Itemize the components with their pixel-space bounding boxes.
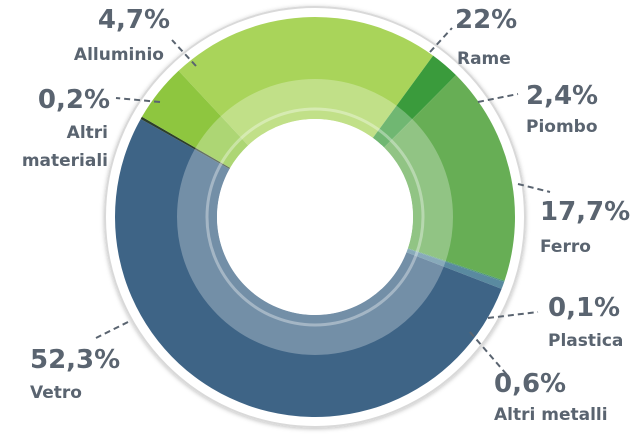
slice-altri-materiali xyxy=(140,116,231,169)
slice-value-label: 17,7% xyxy=(540,197,630,227)
slice-value-label: 0,1% xyxy=(548,293,620,323)
slice-name-label: Plastica xyxy=(548,331,623,351)
leader-line-rame xyxy=(429,27,453,53)
inner-band xyxy=(177,79,453,355)
slice-value-label: 4,7% xyxy=(98,5,170,35)
slice-name-label: Altri metalli xyxy=(494,405,608,425)
slice-alluminio xyxy=(141,70,249,168)
leader-line-plastica xyxy=(487,311,539,319)
slice-name-label: Altri xyxy=(67,123,108,143)
slice-name-label: Ferro xyxy=(540,237,591,257)
leader-line-alluminio xyxy=(171,39,197,67)
slice-name-label: Alluminio xyxy=(74,45,164,65)
slice-name-label: Piombo xyxy=(526,117,598,137)
leader-line-ferro xyxy=(517,183,551,193)
donut-hole xyxy=(217,119,413,315)
slice-value-label: 22% xyxy=(455,5,517,35)
slice-altri-metalli xyxy=(406,248,505,289)
slice-vetro xyxy=(114,118,502,417)
slice-value-label: 2,4% xyxy=(526,81,598,111)
slice-ferro xyxy=(384,75,515,281)
leader-lines xyxy=(95,27,551,377)
inner-ring-line xyxy=(205,107,425,327)
slice-plastica xyxy=(407,248,505,282)
slice-piombo xyxy=(372,55,457,148)
leader-line-altri-materiali xyxy=(115,97,161,103)
slice-value-label: 52,3% xyxy=(30,345,120,375)
slice-name-label: Rame xyxy=(457,49,511,69)
leader-line-vetro xyxy=(95,321,129,339)
leader-line-piombo xyxy=(477,93,519,103)
slice-value-label: 0,6% xyxy=(494,369,566,399)
slices-group xyxy=(114,17,515,417)
slice-value-label: 0,2% xyxy=(38,85,110,115)
slice-rame xyxy=(178,17,434,146)
slice-name-label-line2: materiali xyxy=(22,151,108,171)
slice-name-label: Vetro xyxy=(30,383,82,403)
slice-labels: 22% Rame 2,4% Piombo 17,7% Ferro 0,1% Plastica 0… xyxy=(22,5,630,425)
